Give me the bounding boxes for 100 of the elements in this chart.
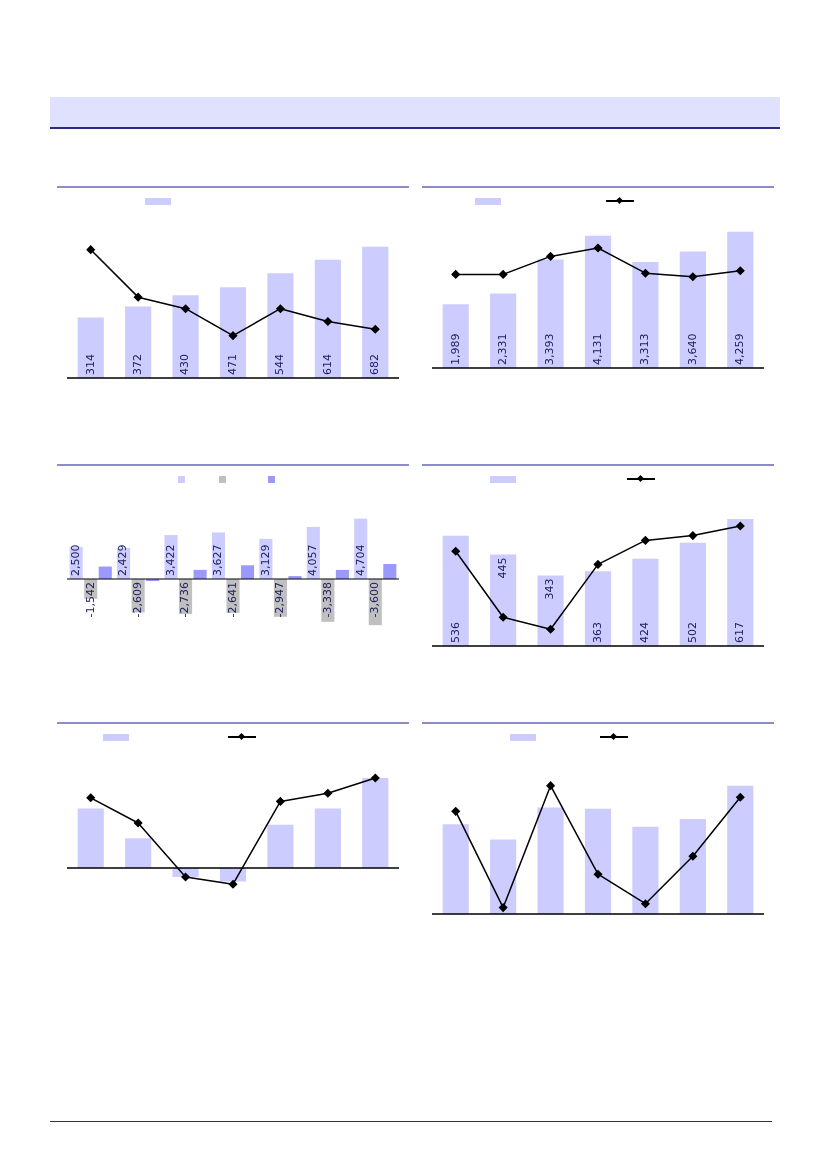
bar <box>267 824 294 868</box>
point <box>228 331 238 340</box>
data-label: 430 <box>178 354 192 375</box>
data-label: 4,259 <box>733 333 747 365</box>
data-label: 2,331 <box>496 333 509 365</box>
bar <box>537 259 564 368</box>
data-label: 2,500 <box>69 544 83 576</box>
point <box>498 903 508 912</box>
data-label: -2,736 <box>178 582 192 618</box>
bar <box>267 273 294 378</box>
data-label: 4,057 <box>306 544 320 576</box>
bar <box>490 839 517 914</box>
bar <box>77 808 104 868</box>
bar <box>537 575 564 646</box>
bar <box>584 235 612 368</box>
data-label: 314 <box>83 354 97 375</box>
point <box>688 852 698 861</box>
point <box>181 872 190 882</box>
bar <box>442 824 469 914</box>
data-label: 471 <box>225 354 239 375</box>
data-label: 3,313 <box>638 333 652 365</box>
bar <box>383 563 397 579</box>
bar <box>490 293 517 368</box>
bar <box>679 819 706 914</box>
bar <box>314 808 341 868</box>
data-label: 3,627 <box>211 544 225 576</box>
point <box>498 612 508 622</box>
point <box>688 531 698 540</box>
point <box>641 899 650 908</box>
data-label: 4,704 <box>353 544 367 576</box>
point <box>181 304 190 313</box>
point <box>593 560 603 569</box>
bar <box>77 317 104 378</box>
bar <box>241 565 255 579</box>
data-label: 372 <box>131 354 144 375</box>
data-label: 424 <box>638 622 652 643</box>
point <box>593 869 603 879</box>
bar <box>314 259 341 378</box>
data-label: 343 <box>543 578 557 600</box>
point <box>323 317 333 326</box>
data-label: 536 <box>448 622 462 643</box>
point <box>641 268 650 278</box>
point <box>371 773 380 783</box>
bar <box>632 261 659 368</box>
point <box>133 292 143 302</box>
point <box>736 521 745 531</box>
data-label: -2,609 <box>131 582 144 618</box>
bar <box>679 251 706 368</box>
point <box>451 270 460 279</box>
bar <box>442 535 469 646</box>
data-label: 4,131 <box>590 333 604 365</box>
data-label: -3,338 <box>320 582 334 618</box>
bar <box>537 807 564 914</box>
data-label: 3,640 <box>685 333 699 365</box>
bar <box>632 826 659 914</box>
point <box>86 245 95 254</box>
data-label: 682 <box>368 354 382 375</box>
point <box>228 879 238 889</box>
bar <box>727 785 754 914</box>
bar <box>584 571 612 646</box>
point <box>451 546 460 556</box>
bar <box>125 306 152 378</box>
data-label: 2,429 <box>116 544 130 576</box>
point <box>546 624 555 634</box>
data-label: -3,600 <box>368 582 382 618</box>
bar <box>219 287 247 378</box>
point <box>736 266 745 276</box>
point <box>688 272 698 282</box>
point <box>498 270 508 279</box>
point <box>736 792 745 802</box>
data-label: 617 <box>733 622 747 643</box>
bar <box>172 295 199 378</box>
point <box>451 807 460 816</box>
point <box>276 797 285 806</box>
data-label: 502 <box>685 622 699 643</box>
point <box>371 324 380 334</box>
bar <box>362 246 389 378</box>
data-label: -2,947 <box>273 582 287 618</box>
data-label: -2,641 <box>225 582 239 618</box>
data-label: -1,542 <box>83 582 97 618</box>
bar <box>727 519 754 646</box>
data-label: 614 <box>320 354 334 375</box>
bar <box>125 838 152 868</box>
point <box>323 789 333 798</box>
point <box>593 243 603 253</box>
data-label: 445 <box>496 557 509 579</box>
data-label: 1,989 <box>448 333 462 365</box>
point <box>276 304 285 313</box>
point <box>641 536 650 545</box>
point <box>133 818 143 828</box>
bar <box>362 778 389 868</box>
point <box>86 793 95 803</box>
data-label: 3,422 <box>163 544 177 576</box>
point <box>546 781 555 790</box>
bar <box>584 808 612 914</box>
data-label: 3,129 <box>258 544 272 576</box>
bar <box>679 542 706 646</box>
bar <box>727 231 754 368</box>
bar <box>632 558 659 646</box>
data-label: 363 <box>590 622 604 643</box>
